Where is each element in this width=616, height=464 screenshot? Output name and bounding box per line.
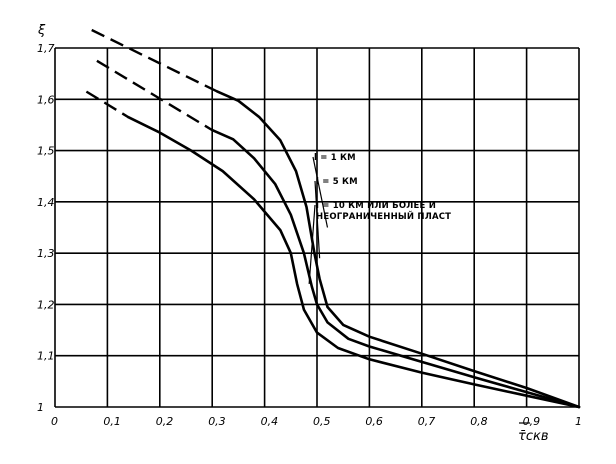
grid	[54, 47, 580, 408]
series-1-line	[216, 90, 581, 409]
annotation-label: l = 1 КМ	[314, 153, 356, 163]
x-tick-label: 0,4	[261, 415, 279, 428]
annotation-label: НЕОГРАНИЧЕННЫЙ ПЛАСТ	[316, 210, 451, 222]
series-3-line	[127, 115, 581, 409]
x-tick-label: 0,1	[103, 415, 121, 428]
annotation-leader-line	[312, 156, 329, 228]
series-lines	[85, 28, 581, 409]
x-tick-label: 0,8	[470, 415, 488, 428]
y-tick-label: 1,4	[37, 196, 55, 209]
y-tick-label: 1,3	[37, 247, 55, 260]
annotations: l = 1 КМ l = 5 КМ l = 10 КМ ИЛИ БОЛЕЕ ИНЕО…	[308, 153, 451, 284]
x-tick-label: 0	[51, 415, 58, 428]
annotation-leader-line	[314, 180, 321, 259]
x-tick-label: 0,2	[156, 415, 174, 428]
y-axis-label: ξ	[37, 23, 46, 38]
series-2-line	[210, 128, 581, 409]
x-axis-label: τ̄скв	[518, 429, 549, 444]
annotation-label: l = 10 КМ ИЛИ БОЛЕЕ И	[316, 201, 436, 211]
y-tick-label: 1	[37, 401, 44, 414]
annotation-label: l = 5 КМ	[316, 177, 358, 187]
y-tick-label: 1,5	[37, 145, 55, 158]
x-tick-label: 0,6	[365, 415, 383, 428]
axis-labels: ξ τ̄скв	[37, 23, 549, 444]
series-2-dashed-line	[96, 59, 213, 132]
x-tick-label: 0,7	[418, 415, 436, 428]
x-tick-label: 0,9	[523, 415, 541, 428]
tick-labels: 0 0,1 0,2 0,3 0,4 0,5 0,6 0,7 0,8 0,9 1 1 1,1 1,2 1,3 1…	[37, 42, 582, 428]
x-tick-label: 1	[575, 415, 582, 428]
y-tick-label: 1,2	[37, 298, 55, 311]
series-3-dashed-line	[85, 90, 130, 119]
x-tick-label: 0,5	[313, 415, 331, 428]
y-tick-label: 1,6	[37, 93, 55, 106]
x-tick-label: 0,3	[208, 415, 226, 428]
y-tick-label: 1,1	[37, 350, 55, 363]
series-1-dashed-line	[91, 28, 218, 93]
annotation-leader-line	[308, 204, 316, 284]
y-tick-label: 1,7	[37, 42, 55, 55]
